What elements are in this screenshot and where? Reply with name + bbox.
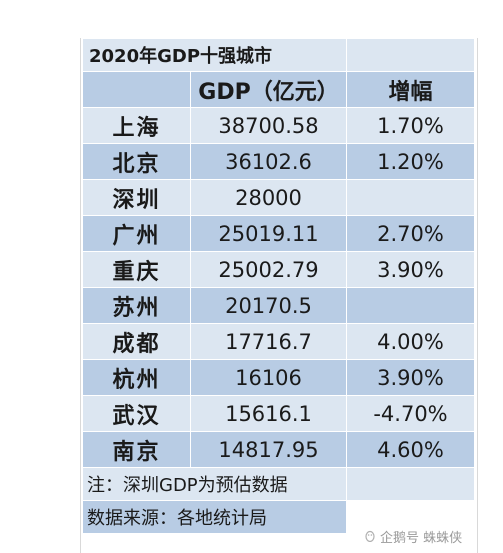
table-row: 苏州 20170.5 — [82, 287, 475, 324]
city-cell: 杭州 — [82, 359, 191, 396]
gdp-cell: 20170.5 — [190, 287, 347, 324]
growth-cell: 3.90% — [346, 359, 475, 396]
city-cell: 北京 — [82, 143, 191, 180]
growth-cell: -4.70% — [346, 395, 475, 432]
source-empty-cell — [346, 500, 475, 534]
gdp-cell: 14817.95 — [190, 431, 347, 468]
growth-cell: 1.70% — [346, 107, 475, 144]
growth-cell: 4.60% — [346, 431, 475, 468]
growth-cell: 4.00% — [346, 323, 475, 360]
gdp-cell: 36102.6 — [190, 143, 347, 180]
source-text: 数据来源：各地统计局 — [82, 500, 347, 534]
table-row: 武汉 15616.1 -4.70% — [82, 395, 475, 432]
table-row: 北京 36102.6 1.20% — [82, 143, 475, 180]
growth-cell: 2.70% — [346, 215, 475, 252]
city-cell: 成都 — [82, 323, 191, 360]
right-frame-line — [477, 38, 478, 553]
city-cell: 广州 — [82, 215, 191, 252]
table-row: 上海 38700.58 1.70% — [82, 107, 475, 144]
city-cell: 深圳 — [82, 179, 191, 216]
header-empty-cell — [82, 71, 191, 108]
gdp-cell: 15616.1 — [190, 395, 347, 432]
note-text: 注：深圳GDP为预估数据 — [82, 467, 347, 501]
city-cell: 重庆 — [82, 251, 191, 288]
growth-cell — [346, 179, 475, 216]
city-cell: 南京 — [82, 431, 191, 468]
header-growth: 增幅 — [346, 71, 475, 108]
gdp-cell: 28000 — [190, 179, 347, 216]
city-cell: 武汉 — [82, 395, 191, 432]
gdp-cell: 25019.11 — [190, 215, 347, 252]
table-title: 2020年GDP十强城市 — [82, 38, 347, 72]
city-cell: 苏州 — [82, 287, 191, 324]
table-row: 重庆 25002.79 3.90% — [82, 251, 475, 288]
left-frame-line — [80, 38, 81, 553]
table-row: 成都 17716.7 4.00% — [82, 323, 475, 360]
gdp-cell: 16106 — [190, 359, 347, 396]
gdp-table: 2020年GDP十强城市 GDP（亿元） 增幅 上海 38700.58 1.70… — [82, 38, 475, 534]
watermark-text: 企鹅号 蛛蛛侠 — [380, 531, 463, 546]
table-row: 南京 14817.95 4.60% — [82, 431, 475, 468]
watermark: 企鹅号 蛛蛛侠 — [364, 527, 462, 546]
gdp-cell: 38700.58 — [190, 107, 347, 144]
growth-cell — [346, 287, 475, 324]
penguin-icon — [364, 530, 376, 546]
growth-cell: 3.90% — [346, 251, 475, 288]
gdp-cell: 17716.7 — [190, 323, 347, 360]
city-cell: 上海 — [82, 107, 191, 144]
gdp-cell: 25002.79 — [190, 251, 347, 288]
table-row: 深圳 28000 — [82, 179, 475, 216]
header-gdp: GDP（亿元） — [190, 71, 347, 108]
note-empty-cell — [346, 467, 475, 501]
table-row: 广州 25019.11 2.70% — [82, 215, 475, 252]
growth-cell: 1.20% — [346, 143, 475, 180]
table-row: 杭州 16106 3.90% — [82, 359, 475, 396]
title-empty-cell — [346, 38, 475, 72]
